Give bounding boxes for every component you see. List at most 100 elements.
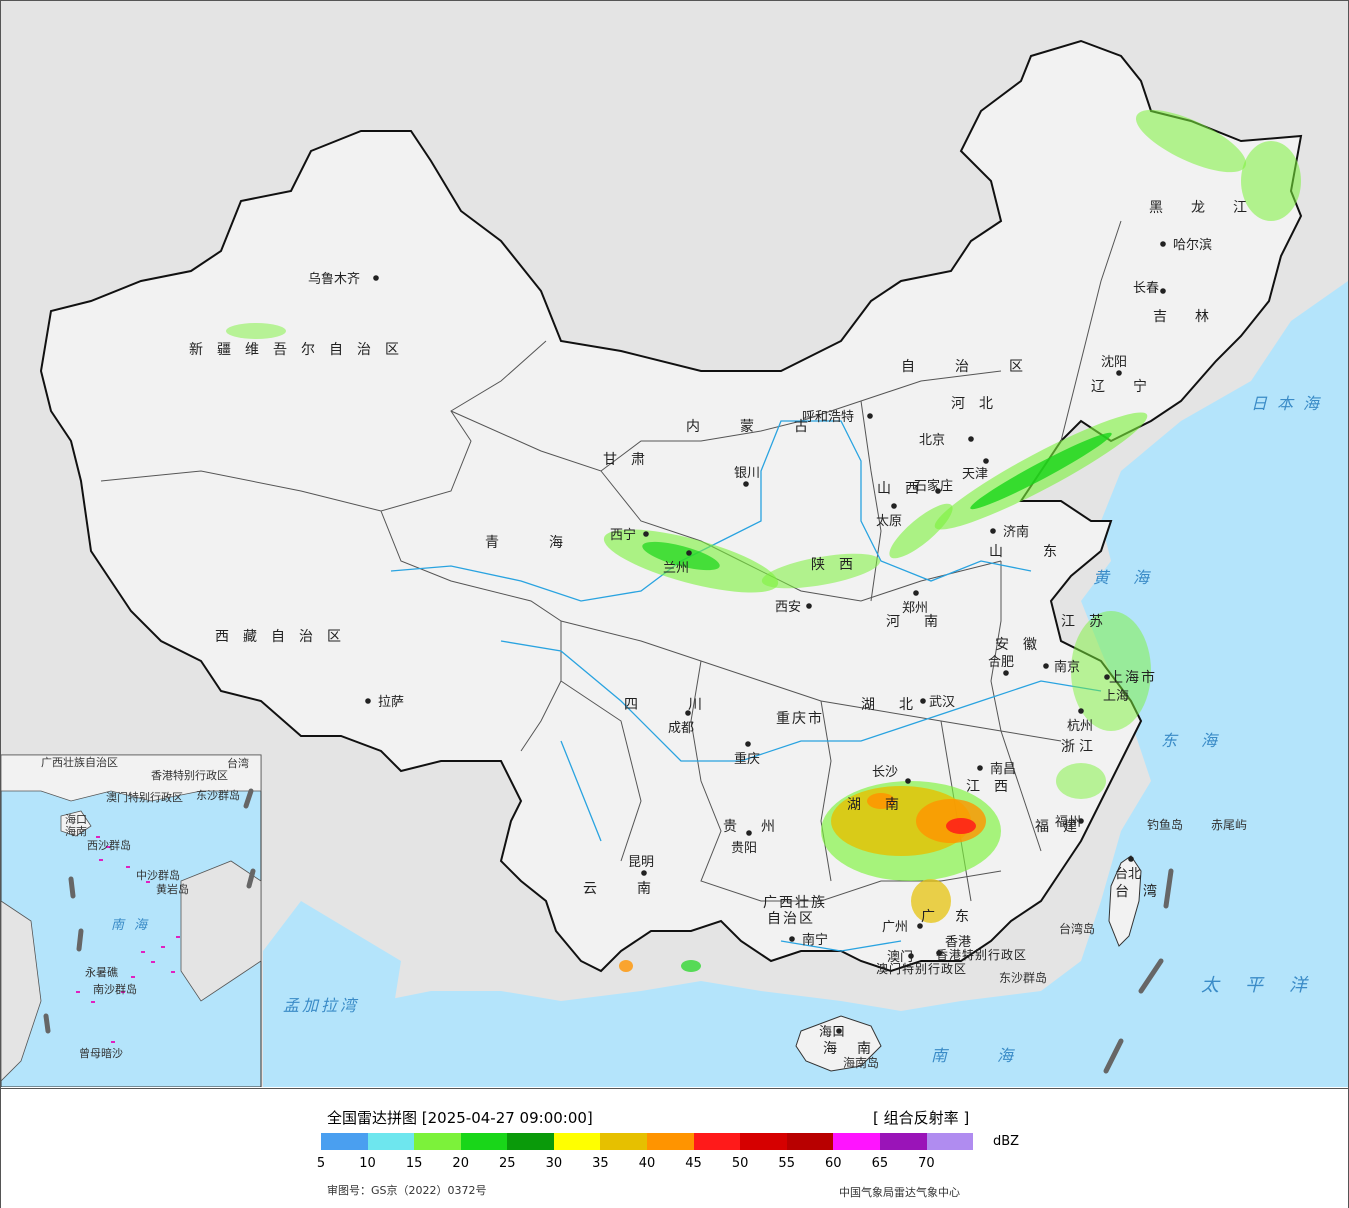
inset-label-haikou: 海口 [65,812,87,826]
province-neimenggu-2: 自治区 [901,359,1063,375]
city-marker-guangzhou [917,923,923,929]
city-marker-fuzhou [1078,818,1084,824]
province-shaanxi: 陕西 [811,557,867,573]
inset-label-hainan: 海南 [65,824,87,838]
sea-yellow: 黄海 [1093,568,1173,587]
hainan-island [795,1015,882,1072]
city-marker-taiyuan [891,503,897,509]
city-label-tianjin: 天津 [962,467,988,482]
province-guangxi-2: 自治区 [767,911,815,927]
legend-tick-13: 70 [918,1156,935,1171]
city-marker-kunming [641,870,647,876]
city-marker-nanning [789,936,795,942]
province-hunan: 湖南 [847,797,923,813]
city-label-beijing: 北京 [919,433,945,448]
city-label-hongkong: 香港 [945,935,971,950]
legend-swatch-6 [600,1133,648,1150]
city-label-guiyang: 贵阳 [731,841,757,856]
city-label-changchun: 长春 [1133,281,1159,296]
city-label-urumqi: 乌鲁木齐 [308,271,360,287]
legend-tick-4: 25 [499,1156,516,1171]
province-liaoning: 辽宁 [1091,378,1175,395]
province-xizang: 西藏自治区 [215,629,355,645]
taiwan-island [1108,855,1142,947]
legend-swatch-10 [786,1133,834,1150]
city-markers: 乌鲁木齐拉萨西宁兰州银川呼和浩特北京天津石家庄太原济南郑州西安成都重庆武汉合肥南… [308,237,1212,1040]
city-label-taipei: 台北 [1115,867,1141,882]
city-label-taiyuan: 太原 [876,514,902,529]
city-label-xian: 西安 [775,600,801,615]
legend-tick-1: 10 [359,1156,376,1171]
inset-label-hk-sar: 香港特别行政区 [151,768,228,782]
radar-echoes [226,109,1301,972]
city-marker-xining [643,531,649,537]
city-label-macau: 澳门 [887,949,913,965]
city-marker-hohhot [867,413,873,419]
sea-pacific: 太平洋 [1201,975,1333,996]
city-label-hohhot: 呼和浩特 [802,410,854,425]
china-land [39,39,1303,973]
city-label-shanghai: 上海 [1103,689,1129,704]
city-marker-shenyang [1116,370,1122,376]
city-marker-zhengzhou [913,590,919,596]
legend-swatch-8 [693,1133,741,1150]
city-label-fuzhou: 福州 [1055,815,1081,830]
south-china-sea-inset: 广西壮族自治区 香港特别行政区 澳门特别行政区 台湾 东沙群岛 海口 海南 西沙… [1,754,262,1087]
city-label-nanning: 南宁 [802,932,828,948]
city-marker-hongkong [936,950,942,956]
legend-tick-8: 45 [685,1156,702,1171]
city-marker-chengdu [685,710,691,716]
legend-panel: 全国雷达拼图 [2025-04-27 09:00:00] [ 组合反射率 ] 5… [1,1088,1348,1208]
inset-label-mo-sar: 澳门特别行政区 [106,790,183,804]
province-neimenggu-1: 内蒙古 [686,419,848,435]
legend-swatch-5 [553,1133,601,1150]
bay-of-bengal-area [263,901,401,1087]
legend-tick-10: 55 [778,1156,795,1171]
city-label-xining: 西宁 [610,527,636,543]
city-marker-wuhan [920,698,926,704]
city-marker-hangzhou [1078,708,1084,714]
city-label-kunming: 昆明 [628,855,654,870]
inset-label-dongsha: 东沙群岛 [196,788,240,802]
province-guangxi-1: 广西壮族 [763,895,827,911]
sea-east: 东海 [1161,731,1241,750]
city-marker-guiyang [746,830,752,836]
legend-swatch-4 [507,1133,554,1150]
city-marker-xian [806,603,812,609]
legend-tick-5: 30 [545,1156,563,1171]
province-fujian: 福建 [1035,819,1091,835]
city-label-hefei: 合肥 [988,655,1014,670]
city-label-hangzhou: 杭州 [1067,719,1093,734]
legend-swatch-1 [367,1133,415,1150]
city-marker-tianjin [983,458,989,464]
province-jiangxi: 江西 [966,779,1022,795]
legend-swatch-11 [833,1133,880,1150]
legend-tick-2: 15 [405,1156,423,1171]
legend-tick-6: 35 [592,1156,609,1171]
city-label-lhasa: 拉萨 [378,695,404,710]
city-label-harbin: 哈尔滨 [1173,237,1212,253]
province-guangdong: 广东 [921,909,989,925]
city-label-chongqing: 重庆 [734,751,760,767]
inset-label-xisha: 西沙群岛 [87,838,131,852]
city-label-nanjing: 南京 [1054,659,1080,675]
city-marker-jinan [990,528,996,534]
city-label-lanzhou: 兰州 [663,561,689,576]
inset-label-nansha: 南沙群岛 [93,982,137,996]
legend-title: 全国雷达拼图 [2025-04-27 09:00:00] [327,1109,593,1127]
city-label-jinan: 济南 [1003,524,1029,540]
legend-tick-12: 65 [871,1156,889,1171]
sea-labels: 日本海 黄海 东海 南海 太平洋 孟加拉湾 钓鱼岛 赤尾屿 东沙群岛 台湾岛 海… [283,394,1333,1070]
province-taiwan: 台湾 [1115,883,1171,900]
province-hubei: 湖北 [861,697,937,713]
city-label-yinchuan: 银川 [734,466,760,481]
province-shandong: 山东 [989,544,1097,560]
province-qinghai: 青海 [485,535,613,551]
city-marker-yinchuan [743,481,749,487]
sea-bengal: 孟加拉湾 [283,996,359,1015]
city-marker-macau [908,953,914,959]
legend-tick-11: 60 [825,1156,842,1171]
province-mo-sar: 澳门特别行政区 [876,961,967,976]
maritime-boundary-dashes [43,788,1174,1074]
legend-swatch-3 [460,1133,508,1150]
